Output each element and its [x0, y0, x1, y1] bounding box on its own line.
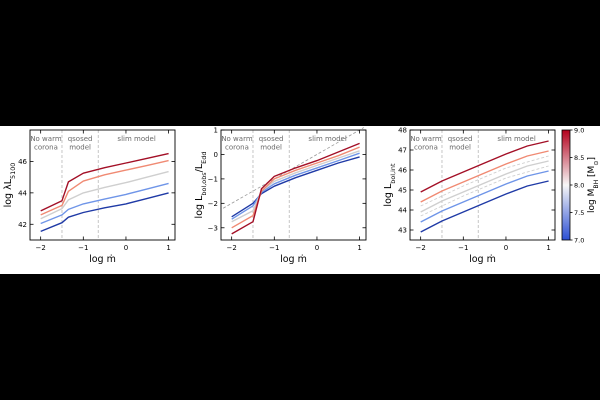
series-line-1 — [231, 152, 360, 220]
colorbar-tick-label: 8.5 — [574, 154, 584, 162]
x-tick-label: 1 — [546, 244, 550, 252]
y-tick-label: −2 — [208, 200, 218, 208]
region-label-1: model — [260, 144, 282, 152]
region-label-0: No warm — [221, 135, 253, 143]
region-label-2: slim model — [497, 135, 535, 143]
region-label-0: No warm — [410, 135, 442, 143]
x-tick-label: 0 — [315, 244, 319, 252]
y-tick-label: −1 — [208, 175, 218, 183]
y-axis-label: log λL5100 — [3, 163, 17, 208]
region-label-1: model — [449, 144, 471, 152]
colorbar-tick-label: 7.0 — [574, 237, 584, 245]
axes-frame — [409, 129, 556, 241]
series-line-0 — [231, 156, 360, 218]
x-tick-label: −1 — [269, 244, 279, 252]
y-axis-label: log Lbol,int — [383, 163, 397, 207]
region-label-0: corona — [34, 144, 58, 152]
x-tick-label: −2 — [35, 244, 45, 252]
series-line-3 — [40, 159, 169, 216]
x-axis-label: log ṁ — [280, 254, 307, 265]
x-tick-label: 0 — [504, 244, 508, 252]
series-line-3 — [231, 146, 360, 229]
y-tick-label: 48 — [398, 127, 407, 135]
region-label-1: qsosed — [448, 135, 473, 143]
y-tick-label: 45 — [398, 187, 407, 195]
x-axis-label: log ṁ — [89, 254, 116, 265]
x-tick-label: −2 — [415, 244, 425, 252]
x-tick-label: −1 — [458, 244, 468, 252]
region-label-2: slim model — [117, 135, 155, 143]
y-tick-label: 0 — [214, 151, 218, 159]
region-label-1: qsosed — [259, 135, 284, 143]
series-line-0 — [420, 180, 549, 233]
x-tick-label: 1 — [166, 244, 170, 252]
x-axis-label: log ṁ — [469, 254, 496, 265]
y-tick-label: 1 — [214, 127, 218, 135]
series-line-2 — [231, 150, 360, 223]
colorbar-tick-label: 8.0 — [574, 182, 584, 190]
series-line-4 — [231, 142, 360, 235]
x-tick-label: −1 — [78, 244, 88, 252]
y-tick-label: −3 — [208, 224, 218, 232]
series-line-4 — [40, 152, 169, 212]
x-tick-label: 1 — [357, 244, 361, 252]
series-line-1 — [420, 170, 549, 223]
series-line-0 — [40, 192, 169, 233]
y-tick-label: 43 — [398, 227, 407, 235]
series-line-2 — [40, 170, 169, 220]
region-label-0: corona — [225, 144, 249, 152]
dashed-series-line-1 — [420, 155, 549, 207]
axes-frame — [220, 129, 367, 241]
y-tick-label: 42 — [18, 221, 27, 229]
colorbar-tick-label: 9.0 — [574, 127, 584, 135]
region-label-1: model — [69, 144, 91, 152]
region-label-0: corona — [414, 144, 438, 152]
series-line-3 — [420, 150, 549, 203]
colorbar-gradient — [561, 129, 571, 241]
x-tick-label: 0 — [124, 244, 128, 252]
series-line-4 — [420, 140, 549, 193]
figure: No warm corona qsosed model slim model −2 −1 0 1… — [0, 126, 600, 274]
dashed-series-line-0 — [420, 165, 549, 217]
region-label-2: slim model — [308, 135, 346, 143]
region-label-1: qsosed — [68, 135, 93, 143]
y-tick-label: 44 — [18, 189, 27, 197]
colorbar-label: log MBH [M⊙] — [587, 157, 600, 213]
reference-line — [222, 127, 365, 209]
x-tick-label: −2 — [226, 244, 236, 252]
series-line-2 — [420, 160, 549, 213]
y-tick-label: 46 — [18, 158, 27, 166]
y-tick-label: 47 — [398, 147, 407, 155]
y-tick-label: 44 — [398, 207, 407, 215]
region-label-0: No warm — [30, 135, 62, 143]
colorbar-tick-label: 7.5 — [574, 209, 584, 217]
y-axis-label: log Lbol,obs/LEdd — [194, 152, 208, 219]
y-tick-label: 46 — [398, 167, 407, 175]
axes-frame — [29, 129, 176, 241]
colorbar: 7.0 7.5 8.0 8.5 9.0 log MBH [M⊙] — [561, 127, 600, 245]
series-line-1 — [40, 182, 169, 225]
